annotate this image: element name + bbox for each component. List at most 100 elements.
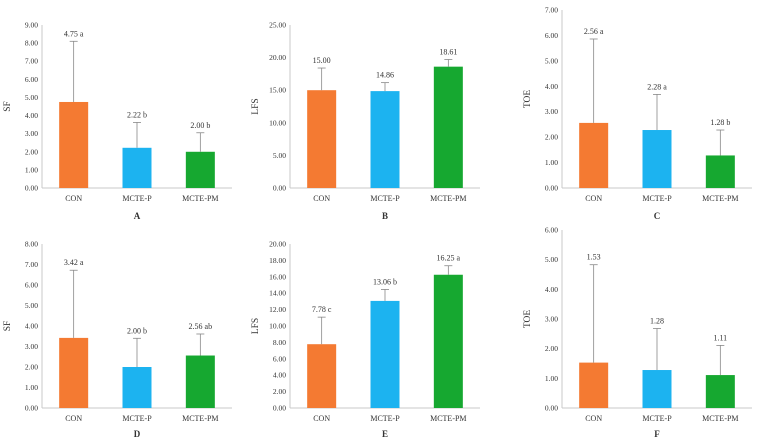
y-tick-label: 4.00 xyxy=(545,285,558,294)
y-tick-label: 5.00 xyxy=(25,301,38,310)
bar-mcte-pm xyxy=(185,355,215,408)
data-label: 18.61 xyxy=(439,47,457,56)
bar-con xyxy=(307,90,337,188)
y-tick-label: 25.00 xyxy=(269,21,286,30)
panel-letter: D xyxy=(134,429,141,439)
y-tick-label: 8.00 xyxy=(25,39,38,48)
data-label: 1.28 b xyxy=(710,118,730,127)
x-tick-label: MCTE-P xyxy=(370,414,400,423)
y-tick-label: 6.00 xyxy=(545,226,558,235)
bar-mcte-p xyxy=(642,370,672,408)
data-label: 2.28 a xyxy=(647,82,667,91)
x-tick-label: MCTE-PM xyxy=(702,414,738,423)
data-label: 1.53 xyxy=(587,253,601,262)
panel-letter: E xyxy=(382,429,388,439)
y-tick-label: 1.00 xyxy=(545,374,558,383)
y-tick-label: 5.00 xyxy=(25,93,38,102)
bar-mcte-pm xyxy=(185,151,215,188)
bar-mcte-p xyxy=(370,300,400,408)
data-label: 3.42 a xyxy=(64,258,84,267)
data-label: 7.78 c xyxy=(312,305,332,314)
x-tick-label: MCTE-PM xyxy=(702,194,738,203)
data-label: 2.22 b xyxy=(127,110,147,119)
x-tick-label: CON xyxy=(585,194,602,203)
x-tick-label: CON xyxy=(585,414,602,423)
panel-letter: B xyxy=(382,211,388,221)
panel-letter: F xyxy=(654,429,660,439)
chart-panel-d: 0.00 1.00 2.00 3.00 4.00 5.00 6.00 7.00 8.00 SF 3.… xyxy=(3,240,232,439)
y-axis-title: SF xyxy=(3,321,13,332)
y-tick-label: 10.00 xyxy=(269,118,286,127)
data-label: 2.56 ab xyxy=(189,322,213,331)
y-tick-label: 2.00 xyxy=(545,344,558,353)
y-tick-label: 0.00 xyxy=(25,184,38,193)
y-axis-title: LFS xyxy=(251,98,261,114)
bar-mcte-pm xyxy=(433,66,463,188)
x-tick-label: MCTE-P xyxy=(370,194,400,203)
y-tick-label: 0.00 xyxy=(25,404,38,413)
y-axis-title: TOE xyxy=(523,90,533,108)
y-tick-label: 6.00 xyxy=(25,75,38,84)
x-tick-label: MCTE-P xyxy=(642,194,672,203)
chart-panel-a: 0.00 1.00 2.00 3.00 4.00 5.00 6.00 7.00 8.00 9.00… xyxy=(3,21,232,221)
panel-letter: C xyxy=(654,211,661,221)
data-label: 2.00 b xyxy=(190,121,210,130)
bar-mcte-p xyxy=(122,367,152,408)
y-tick-label: 7.00 xyxy=(25,260,38,269)
y-tick-label: 1.00 xyxy=(25,383,38,392)
y-tick-label: 6.00 xyxy=(25,281,38,290)
x-tick-label: CON xyxy=(313,414,330,423)
panel-letter: A xyxy=(134,211,141,221)
x-tick-label: MCTE-PM xyxy=(182,194,218,203)
y-tick-label: 2.00 xyxy=(25,147,38,156)
y-axis-title: SF xyxy=(3,101,13,112)
y-tick-label: 8.00 xyxy=(25,240,38,249)
data-label: 1.11 xyxy=(713,333,727,342)
y-tick-label: 18.00 xyxy=(269,256,286,265)
y-tick-label: 6.00 xyxy=(545,31,558,40)
data-label: 2.56 a xyxy=(584,27,604,36)
y-tick-label: 0.00 xyxy=(273,404,286,413)
y-axis-title: LFS xyxy=(251,318,261,334)
y-tick-label: 7.00 xyxy=(25,57,38,66)
x-tick-label: MCTE-P xyxy=(122,194,152,203)
y-tick-label: 2.00 xyxy=(25,363,38,372)
x-tick-label: MCTE-PM xyxy=(430,414,466,423)
bar-mcte-p xyxy=(642,130,672,188)
x-tick-label: CON xyxy=(65,194,82,203)
y-tick-label: 3.00 xyxy=(545,107,558,116)
data-label: 16.25 a xyxy=(437,254,461,263)
y-tick-label: 0.00 xyxy=(545,404,558,413)
bar-mcte-p xyxy=(370,91,400,188)
y-tick-label: 3.00 xyxy=(545,315,558,324)
bar-mcte-pm xyxy=(433,274,463,408)
x-tick-label: MCTE-PM xyxy=(430,194,466,203)
x-tick-label: MCTE-PM xyxy=(182,414,218,423)
chart-panel-b: 0.00 5.00 10.00 15.00 20.00 25.00 LFS 15.00 CON 1… xyxy=(251,21,480,221)
data-label: 1.28 xyxy=(650,316,664,325)
y-tick-label: 3.00 xyxy=(25,342,38,351)
y-tick-label: 12.00 xyxy=(269,305,286,314)
data-label: 4.75 a xyxy=(64,29,84,38)
y-tick-label: 1.00 xyxy=(545,158,558,167)
chart-panel-c: 0.00 1.00 2.00 3.00 4.00 5.00 6.00 7.00 TOE 2.56 … xyxy=(523,6,752,221)
y-tick-label: 2.00 xyxy=(545,133,558,142)
bar-con xyxy=(59,337,89,408)
chart-panel-f: 0.00 1.00 2.00 3.00 4.00 5.00 6.00 TOE 1.53 CON 1.… xyxy=(523,226,752,439)
y-tick-label: 4.00 xyxy=(545,82,558,91)
bar-con xyxy=(579,362,609,408)
y-tick-label: 4.00 xyxy=(25,111,38,120)
y-tick-label: 15.00 xyxy=(269,86,286,95)
bar-con xyxy=(579,122,609,188)
y-tick-label: 2.00 xyxy=(273,387,286,396)
y-tick-label: 5.00 xyxy=(273,151,286,160)
x-tick-label: MCTE-P xyxy=(122,414,152,423)
y-tick-label: 5.00 xyxy=(545,255,558,264)
chart-panel-e: 0.00 2.00 4.00 6.00 8.00 10.00 12.00 14.00 16.00… xyxy=(251,240,480,439)
x-tick-label: CON xyxy=(313,194,330,203)
y-tick-label: 8.00 xyxy=(273,338,286,347)
y-tick-label: 4.00 xyxy=(273,371,286,380)
bar-mcte-pm xyxy=(705,155,735,188)
data-label: 15.00 xyxy=(313,56,331,65)
